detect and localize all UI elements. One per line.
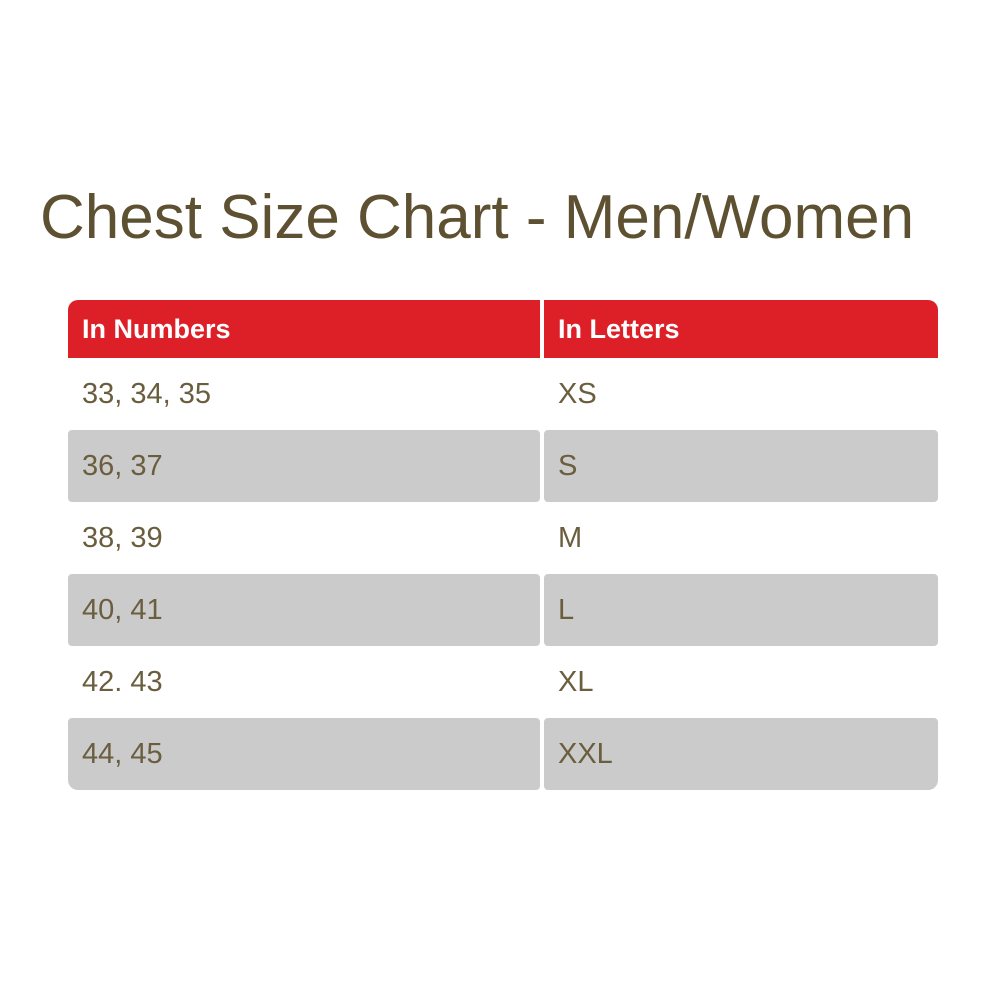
table-row: 40, 41 L — [68, 574, 938, 646]
size-table: In Numbers In Letters 33, 34, 35 XS 36, … — [68, 300, 938, 790]
table-row: 33, 34, 35 XS — [68, 358, 938, 430]
numbers-cell: 36, 37 — [68, 430, 540, 502]
numbers-cell: 33, 34, 35 — [68, 358, 540, 430]
table-row: 44, 45 XXL — [68, 718, 938, 790]
letters-cell: XL — [544, 646, 938, 718]
column-header-in-numbers: In Numbers — [68, 300, 540, 358]
table-header-row: In Numbers In Letters — [68, 300, 938, 358]
numbers-cell: 38, 39 — [68, 502, 540, 574]
column-header-in-letters: In Letters — [544, 300, 938, 358]
page-title: Chest Size Chart - Men/Women — [40, 183, 915, 252]
table-row: 38, 39 M — [68, 502, 938, 574]
table-row: 36, 37 S — [68, 430, 938, 502]
letters-cell: XXL — [544, 718, 938, 790]
letters-cell: L — [544, 574, 938, 646]
letters-cell: M — [544, 502, 938, 574]
numbers-cell: 42. 43 — [68, 646, 540, 718]
numbers-cell: 44, 45 — [68, 718, 540, 790]
numbers-cell: 40, 41 — [68, 574, 540, 646]
letters-cell: XS — [544, 358, 938, 430]
table-row: 42. 43 XL — [68, 646, 938, 718]
letters-cell: S — [544, 430, 938, 502]
